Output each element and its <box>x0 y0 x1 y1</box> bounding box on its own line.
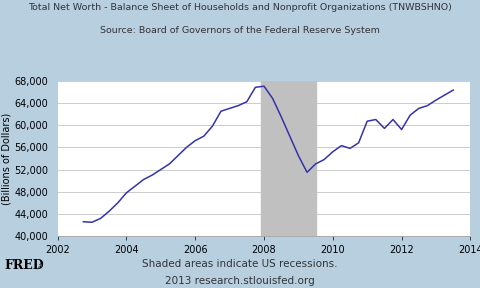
Text: 2013 research.stlouisfed.org: 2013 research.stlouisfed.org <box>165 276 315 287</box>
Text: Source: Board of Governors of the Federal Reserve System: Source: Board of Governors of the Federa… <box>100 26 380 35</box>
Y-axis label: (Billions of Dollars): (Billions of Dollars) <box>1 112 11 204</box>
Bar <box>261 81 316 236</box>
Text: FRED: FRED <box>5 259 45 272</box>
Text: Total Net Worth - Balance Sheet of Households and Nonprofit Organizations (TNWBS: Total Net Worth - Balance Sheet of House… <box>28 3 452 12</box>
Text: ↗: ↗ <box>35 262 43 272</box>
Text: Shaded areas indicate US recessions.: Shaded areas indicate US recessions. <box>142 259 338 269</box>
